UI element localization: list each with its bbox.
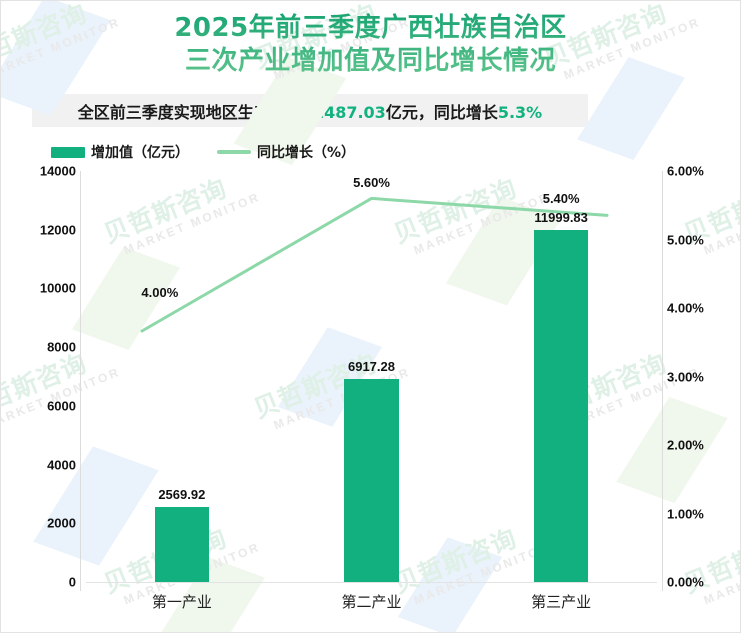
left-value-axis: 0 2000 4000 6000 8000 10000 12000 14000 [4,165,76,589]
plot-area: 0 2000 4000 6000 8000 10000 12000 14000 0.00% 1.… [1,165,740,612]
bar-series: 2569.92 6917.28 11999.83 4.00% 5.60% 5.40% [87,171,656,582]
left-axis-tick-6: 12000 [39,222,76,238]
bar-value-label-2: 6917.28 [347,358,395,374]
right-percent-axis: 0.00% 1.00% 2.00% 3.00% 4.00% 5.00% 6.00% [667,165,739,589]
right-axis-tick-2: 2.00% [667,437,704,453]
bar-slot: 6917.28 [344,171,399,582]
chart-title-line-1: 2025年前三季度广西壮族自治区 [174,13,567,43]
bar-slot: 2569.92 [154,171,210,582]
chart-subtitle: 全区前三季度实现地区生产总值21487.03亿元，同比增长5.3% [78,99,542,123]
right-axis-tick-6: 6.00% [667,163,704,179]
left-axis-tick-7: 14000 [39,163,76,179]
left-axis-tick-1: 2000 [47,515,76,531]
bar-slot: 11999.83 [533,171,589,582]
right-axis-tick-1: 1.00% [667,506,704,521]
line-value-label-1: 4.00% [141,285,179,300]
left-axis-tick-4: 8000 [47,339,76,355]
bar-value-label-1: 2569.92 [158,486,206,502]
right-axis-tick-3: 3.00% [667,369,704,384]
subtitle-growth-value: 5.3% [497,102,543,122]
legend-bar-swatch-icon [51,146,85,158]
legend-line-swatch-icon [217,150,251,154]
legend-item-bar[interactable]: 增加值（亿元） [51,142,189,162]
bar-1[interactable] [154,506,210,582]
subtitle-prefix: 全区前三季度实现地区生产总值 [77,102,302,122]
legend-label-line: 同比增长（%） [257,145,356,161]
category-label-2: 第二产业 [341,593,402,611]
chart-title-line-2: 三次产业增加值及同比增长情况 [184,46,556,76]
subtitle-middle: 亿元，同比增长 [385,102,498,122]
line-value-label-2: 5.60% [353,175,390,191]
line-value-label-3: 5.40% [542,191,580,207]
category-label-3: 第三产业 [531,593,592,611]
bar-2[interactable] [344,378,399,582]
right-axis-tick-5: 5.00% [667,232,704,247]
left-axis-tick-3: 6000 [47,398,76,414]
left-axis-tick-5: 10000 [39,280,76,296]
left-axis-tick-2: 4000 [47,457,76,473]
left-axis-tick-0: 0 [68,574,76,590]
legend-item-line[interactable]: 同比增长（%） [217,142,355,162]
right-axis-divider [662,171,663,591]
chart-legend: 增加值（亿元） 同比增长（%） [51,142,355,162]
axis-baseline [86,582,657,583]
category-axis-labels: 第一产业 第二产业 第三产业 [87,591,656,621]
left-axis-divider [80,171,81,591]
chart-title: 2025年前三季度广西壮族自治区 三次产业增加值及同比增长情况 [1,1,740,78]
chart-header: 2025年前三季度广西壮族自治区 三次产业增加值及同比增长情况 [1,1,740,78]
chart-subtitle-bar: 全区前三季度实现地区生产总值21487.03亿元，同比增长5.3% [32,94,588,127]
subtitle-gdp-value: 21487.03 [301,102,386,122]
right-axis-tick-4: 4.00% [667,300,704,316]
right-axis-tick-0: 0.00% [667,574,704,590]
category-label-1: 第一产业 [151,593,212,611]
bar-value-label-3: 11999.83 [534,209,588,225]
legend-label-bar: 增加值（亿元） [91,145,189,161]
bar-3[interactable] [533,229,589,582]
